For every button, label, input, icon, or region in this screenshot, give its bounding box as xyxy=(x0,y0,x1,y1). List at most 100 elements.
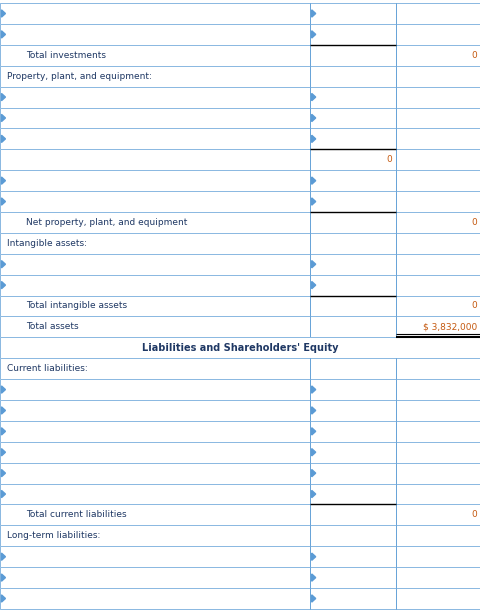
Polygon shape xyxy=(311,490,315,498)
Bar xyxy=(0,567,310,588)
Text: Intangible assets:: Intangible assets: xyxy=(7,239,87,248)
Polygon shape xyxy=(311,94,315,101)
Polygon shape xyxy=(1,261,5,268)
Bar xyxy=(310,442,395,463)
Bar xyxy=(395,483,480,504)
Bar xyxy=(0,170,310,191)
Polygon shape xyxy=(1,10,5,17)
Polygon shape xyxy=(311,198,315,205)
Bar xyxy=(0,421,310,442)
Polygon shape xyxy=(1,94,5,101)
Bar xyxy=(0,379,310,400)
Bar xyxy=(310,504,395,525)
Bar xyxy=(0,170,480,191)
Polygon shape xyxy=(1,386,5,394)
Polygon shape xyxy=(311,469,315,477)
Bar xyxy=(310,358,395,379)
Bar xyxy=(310,108,395,129)
Bar xyxy=(310,400,395,421)
Bar xyxy=(0,463,310,483)
Bar xyxy=(0,233,480,254)
Bar xyxy=(395,296,480,316)
Bar xyxy=(0,337,480,358)
Polygon shape xyxy=(311,428,315,435)
Bar xyxy=(0,358,310,379)
Bar xyxy=(395,442,480,463)
Bar xyxy=(395,504,480,525)
Text: Total assets: Total assets xyxy=(26,323,79,331)
Bar xyxy=(310,421,395,442)
Polygon shape xyxy=(311,386,315,394)
Bar xyxy=(0,400,480,421)
Bar xyxy=(395,170,480,191)
Text: Long-term liabilities:: Long-term liabilities: xyxy=(7,531,100,540)
Bar xyxy=(0,191,480,212)
Bar xyxy=(0,129,310,149)
Bar xyxy=(0,337,480,358)
Polygon shape xyxy=(311,449,315,456)
Bar xyxy=(310,275,395,296)
Text: 0: 0 xyxy=(470,218,476,227)
Bar xyxy=(395,24,480,45)
Bar xyxy=(0,400,310,421)
Bar xyxy=(310,296,395,316)
Bar xyxy=(310,316,395,337)
Bar xyxy=(310,3,395,24)
Bar xyxy=(0,463,480,483)
Polygon shape xyxy=(1,490,5,498)
Bar xyxy=(0,525,310,547)
Polygon shape xyxy=(1,469,5,477)
Bar xyxy=(0,254,480,275)
Text: 0: 0 xyxy=(385,155,391,164)
Bar xyxy=(310,588,395,609)
Bar xyxy=(395,108,480,129)
Bar xyxy=(395,588,480,609)
Bar xyxy=(310,233,395,254)
Bar xyxy=(0,588,310,609)
Bar xyxy=(0,212,310,233)
Bar xyxy=(310,87,395,108)
Bar xyxy=(0,504,310,525)
Polygon shape xyxy=(311,261,315,268)
Polygon shape xyxy=(1,135,5,143)
Bar xyxy=(0,3,310,24)
Bar xyxy=(0,3,480,24)
Bar xyxy=(0,24,480,45)
Bar xyxy=(0,296,310,316)
Bar xyxy=(310,525,395,547)
Bar xyxy=(0,547,310,567)
Polygon shape xyxy=(311,407,315,414)
Polygon shape xyxy=(1,114,5,122)
Bar xyxy=(310,24,395,45)
Bar xyxy=(310,45,395,65)
Bar xyxy=(0,483,310,504)
Text: 0: 0 xyxy=(470,51,476,60)
Bar xyxy=(310,567,395,588)
Polygon shape xyxy=(1,31,5,38)
Text: Property, plant, and equipment:: Property, plant, and equipment: xyxy=(7,72,152,81)
Polygon shape xyxy=(311,574,315,581)
Bar xyxy=(395,275,480,296)
Polygon shape xyxy=(311,553,315,561)
Bar xyxy=(395,525,480,547)
Bar xyxy=(310,129,395,149)
Text: 0: 0 xyxy=(470,510,476,520)
Bar xyxy=(310,65,395,87)
Bar xyxy=(0,254,310,275)
Polygon shape xyxy=(1,595,5,602)
Bar xyxy=(395,65,480,87)
Bar xyxy=(0,191,310,212)
Bar xyxy=(395,129,480,149)
Polygon shape xyxy=(1,198,5,205)
Bar xyxy=(0,504,480,525)
Bar xyxy=(395,379,480,400)
Polygon shape xyxy=(1,553,5,561)
Bar xyxy=(0,483,480,504)
Text: Total current liabilities: Total current liabilities xyxy=(26,510,127,520)
Polygon shape xyxy=(311,114,315,122)
Bar xyxy=(0,588,480,609)
Text: Current liabilities:: Current liabilities: xyxy=(7,364,88,373)
Polygon shape xyxy=(1,574,5,581)
Bar xyxy=(0,275,310,296)
Bar xyxy=(0,212,480,233)
